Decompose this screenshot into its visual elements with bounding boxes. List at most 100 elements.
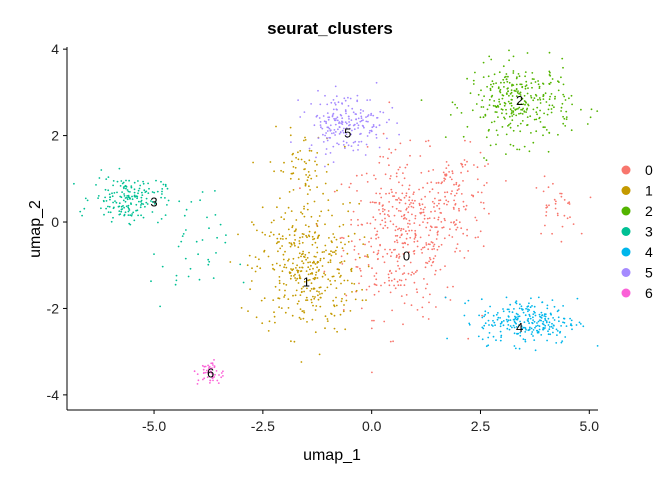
point-cluster-1 [299,318,302,320]
point-cluster-2 [490,95,493,98]
point-cluster-6 [203,377,206,380]
point-cluster-5 [344,147,346,150]
point-cluster-2 [536,106,539,109]
point-cluster-3 [118,213,121,216]
point-cluster-0 [433,217,436,220]
point-cluster-3 [133,195,136,198]
point-cluster-1 [340,261,343,263]
point-cluster-4 [527,308,529,311]
point-cluster-2 [509,143,512,146]
point-cluster-1 [293,234,296,237]
point-cluster-0 [375,192,378,195]
point-cluster-0 [374,178,377,180]
point-cluster-5 [328,127,331,130]
point-cluster-2 [564,125,567,127]
point-cluster-1 [327,199,330,202]
point-cluster-3 [129,191,131,193]
point-cluster-0 [401,273,404,275]
point-cluster-5 [340,122,342,124]
point-cluster-0 [430,210,432,213]
legend-key-5 [621,268,631,277]
point-cluster-3 [127,206,130,209]
point-cluster-5 [382,111,385,114]
point-cluster-3 [166,187,169,190]
point-cluster-1 [314,331,317,334]
point-cluster-3 [102,199,105,202]
point-cluster-2 [508,59,510,62]
cluster-label-3: 3 [150,195,157,210]
point-cluster-4 [490,324,493,326]
point-cluster-5 [372,124,375,126]
point-cluster-0 [383,281,386,284]
point-cluster-0 [445,167,448,170]
point-cluster-0 [374,283,377,286]
point-cluster-4 [528,313,531,316]
point-cluster-3 [114,200,116,203]
point-cluster-4 [544,317,546,320]
point-cluster-0 [389,177,391,180]
point-cluster-0 [555,200,557,203]
point-cluster-3 [206,216,208,219]
point-cluster-1 [340,300,343,303]
point-cluster-4 [495,313,498,316]
point-cluster-3 [98,177,101,179]
point-cluster-5 [357,149,359,151]
point-cluster-5 [326,139,329,142]
point-cluster-3 [122,186,125,189]
point-cluster-1 [358,202,361,205]
point-cluster-0 [393,195,396,198]
point-cluster-1 [318,353,321,356]
point-cluster-2 [560,76,562,79]
point-cluster-1 [314,274,317,276]
point-cluster-0 [476,178,479,181]
point-cluster-1 [285,237,287,240]
point-cluster-6 [204,365,207,368]
point-cluster-3 [100,207,102,210]
point-cluster-1 [279,247,282,250]
point-cluster-1 [303,280,306,283]
point-cluster-3 [144,205,146,208]
point-cluster-4 [517,332,520,335]
point-cluster-1 [297,178,300,181]
point-cluster-1 [280,216,283,219]
point-cluster-5 [338,133,341,135]
point-cluster-4 [570,324,573,327]
point-cluster-2 [554,95,556,98]
point-cluster-3 [160,218,163,220]
point-cluster-2 [496,104,499,107]
point-cluster-0 [375,284,378,286]
point-cluster-2 [444,136,447,139]
point-cluster-3 [146,203,149,205]
point-cluster-0 [569,216,571,219]
point-cluster-4 [518,347,521,350]
point-cluster-3 [144,191,147,194]
point-cluster-0 [400,234,403,237]
point-cluster-0 [383,261,386,264]
point-cluster-0 [438,245,440,248]
point-cluster-2 [538,85,541,88]
point-cluster-1 [304,139,307,141]
point-cluster-1 [301,241,304,244]
point-cluster-5 [332,132,335,134]
point-cluster-1 [347,210,350,213]
point-cluster-4 [477,335,480,338]
point-cluster-1 [292,262,294,265]
cluster-label-0: 0 [403,249,410,264]
point-cluster-2 [537,83,540,86]
point-cluster-3 [125,187,127,190]
point-cluster-5 [326,112,329,114]
point-cluster-0 [452,221,455,224]
point-cluster-3 [133,191,136,194]
point-cluster-0 [410,205,413,208]
point-cluster-5 [372,125,375,128]
point-cluster-5 [375,133,378,136]
point-cluster-3 [95,184,97,186]
point-cluster-2 [499,103,501,106]
point-cluster-0 [469,141,472,143]
point-cluster-0 [424,206,426,209]
point-cluster-4 [531,305,533,307]
point-cluster-0 [466,234,468,237]
point-cluster-0 [580,232,583,235]
